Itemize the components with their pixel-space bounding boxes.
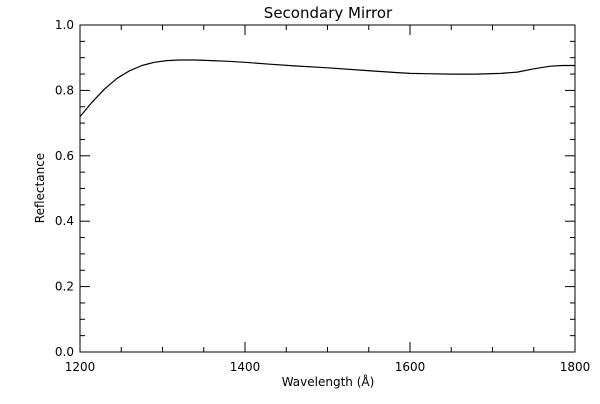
y-tick-label: 0.6 <box>55 149 74 163</box>
y-tick-label: 1.0 <box>55 18 74 32</box>
y-axis-label: Reflectance <box>33 153 47 223</box>
y-tick-label: 0.4 <box>55 214 74 228</box>
y-tick-label: 0.0 <box>55 345 74 359</box>
x-tick-label: 1400 <box>230 360 261 374</box>
x-axis-label: Wavelength (Å) <box>282 374 375 389</box>
x-tick-label: 1600 <box>395 360 426 374</box>
chart-title: Secondary Mirror <box>264 4 393 22</box>
x-tick-label: 1800 <box>560 360 591 374</box>
y-tick-label: 0.8 <box>55 83 74 97</box>
plot-area: 1200 1400 1600 1800 0.0 0.2 0.4 0.6 0.8 1.0 <box>55 18 590 374</box>
x-tick-label: 1200 <box>65 360 96 374</box>
plot-frame <box>79 24 576 353</box>
series-line-reflectance <box>79 59 575 117</box>
y-tick-label: 0.2 <box>55 280 74 294</box>
